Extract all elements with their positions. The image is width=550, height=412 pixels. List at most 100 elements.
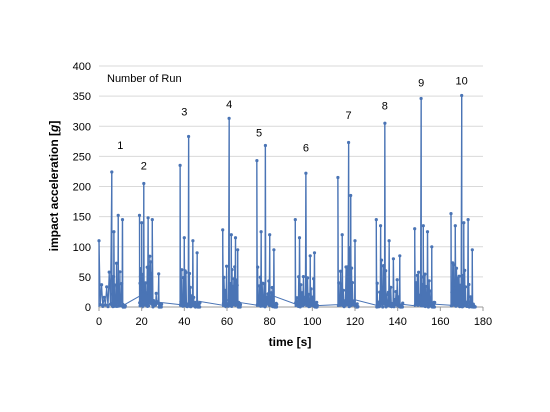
- data-point: [423, 272, 427, 276]
- data-point: [452, 263, 456, 267]
- data-point: [262, 300, 266, 304]
- data-point: [181, 276, 186, 280]
- data-point: [189, 294, 193, 298]
- data-point: [395, 278, 399, 282]
- data-point: [393, 298, 397, 302]
- data-point: [458, 283, 462, 287]
- data-point: [308, 254, 312, 258]
- data-point: [231, 284, 235, 288]
- data-point: [347, 246, 352, 250]
- y-tick-label: 250: [73, 151, 91, 163]
- data-point: [463, 268, 467, 272]
- y-axis-title: impact acceleration [g]: [47, 121, 61, 252]
- data-point: [460, 279, 464, 283]
- data-point: [275, 302, 279, 306]
- data-point: [307, 298, 311, 303]
- series-markers: [97, 93, 477, 309]
- data-point: [341, 302, 345, 306]
- data-point: [154, 291, 158, 295]
- data-point: [345, 265, 349, 269]
- data-point: [453, 301, 457, 305]
- data-point: [149, 260, 153, 264]
- data-point: [106, 305, 110, 309]
- data-point: [382, 264, 386, 268]
- data-point: [391, 257, 395, 261]
- data-point: [295, 296, 299, 300]
- data-point: [105, 285, 109, 289]
- run-label: 7: [346, 110, 352, 122]
- data-point: [230, 304, 234, 308]
- data-point: [429, 289, 433, 293]
- data-point: [449, 212, 453, 216]
- x-tick-label: 140: [388, 316, 406, 328]
- run-label: 4: [226, 99, 232, 111]
- data-point: [269, 291, 273, 295]
- data-point: [184, 270, 188, 275]
- data-point: [255, 159, 259, 163]
- data-point: [457, 274, 461, 278]
- data-point: [311, 295, 315, 299]
- data-point: [222, 275, 226, 279]
- run-2-trace: [138, 183, 163, 309]
- data-point: [103, 303, 107, 307]
- data-point: [338, 269, 343, 273]
- data-point: [256, 265, 260, 269]
- data-point: [308, 304, 312, 308]
- data-point: [267, 279, 271, 283]
- data-point: [309, 300, 314, 304]
- data-point: [454, 266, 459, 270]
- data-point: [223, 288, 227, 292]
- data-point: [432, 305, 436, 309]
- data-point: [102, 295, 106, 299]
- data-point: [198, 305, 202, 309]
- data-point: [192, 295, 196, 299]
- data-point: [352, 299, 356, 303]
- data-point: [312, 277, 316, 281]
- data-point: [191, 239, 195, 243]
- data-point: [420, 275, 424, 279]
- data-point: [265, 295, 269, 299]
- data-point: [112, 230, 116, 234]
- data-point: [187, 301, 191, 305]
- run-label: 6: [303, 143, 309, 155]
- data-point: [415, 301, 419, 305]
- data-point: [198, 300, 202, 305]
- data-point: [235, 283, 239, 287]
- data-point: [356, 305, 360, 309]
- data-point: [422, 301, 426, 305]
- data-point: [229, 233, 233, 237]
- data-point: [417, 270, 421, 274]
- run-label: 9: [418, 77, 424, 89]
- data-point: [347, 140, 351, 145]
- data-point: [413, 227, 417, 231]
- data-point: [178, 163, 182, 167]
- data-point: [111, 275, 116, 279]
- data-point: [266, 292, 270, 296]
- run-label: 2: [141, 161, 147, 173]
- data-point: [350, 281, 354, 285]
- data-point: [353, 239, 357, 243]
- data-point: [306, 301, 310, 305]
- data-point: [180, 268, 184, 272]
- data-point: [396, 295, 401, 299]
- gridlines: [99, 65, 483, 308]
- y-tick-label: 50: [79, 272, 91, 284]
- data-point: [238, 303, 243, 307]
- data-point: [379, 224, 383, 228]
- x-tick-label: 100: [303, 316, 321, 328]
- data-point: [453, 224, 457, 228]
- data-point: [235, 286, 239, 290]
- data-point: [419, 96, 423, 101]
- data-point: [340, 233, 344, 237]
- data-point: [433, 300, 437, 305]
- data-point: [374, 218, 378, 222]
- data-point: [424, 284, 428, 289]
- data-point: [225, 264, 229, 268]
- run-label: 3: [181, 106, 187, 118]
- data-point: [148, 254, 152, 258]
- data-point: [113, 283, 117, 287]
- data-point: [425, 230, 430, 234]
- data-point: [258, 275, 262, 279]
- y-tick-label: 350: [73, 91, 91, 103]
